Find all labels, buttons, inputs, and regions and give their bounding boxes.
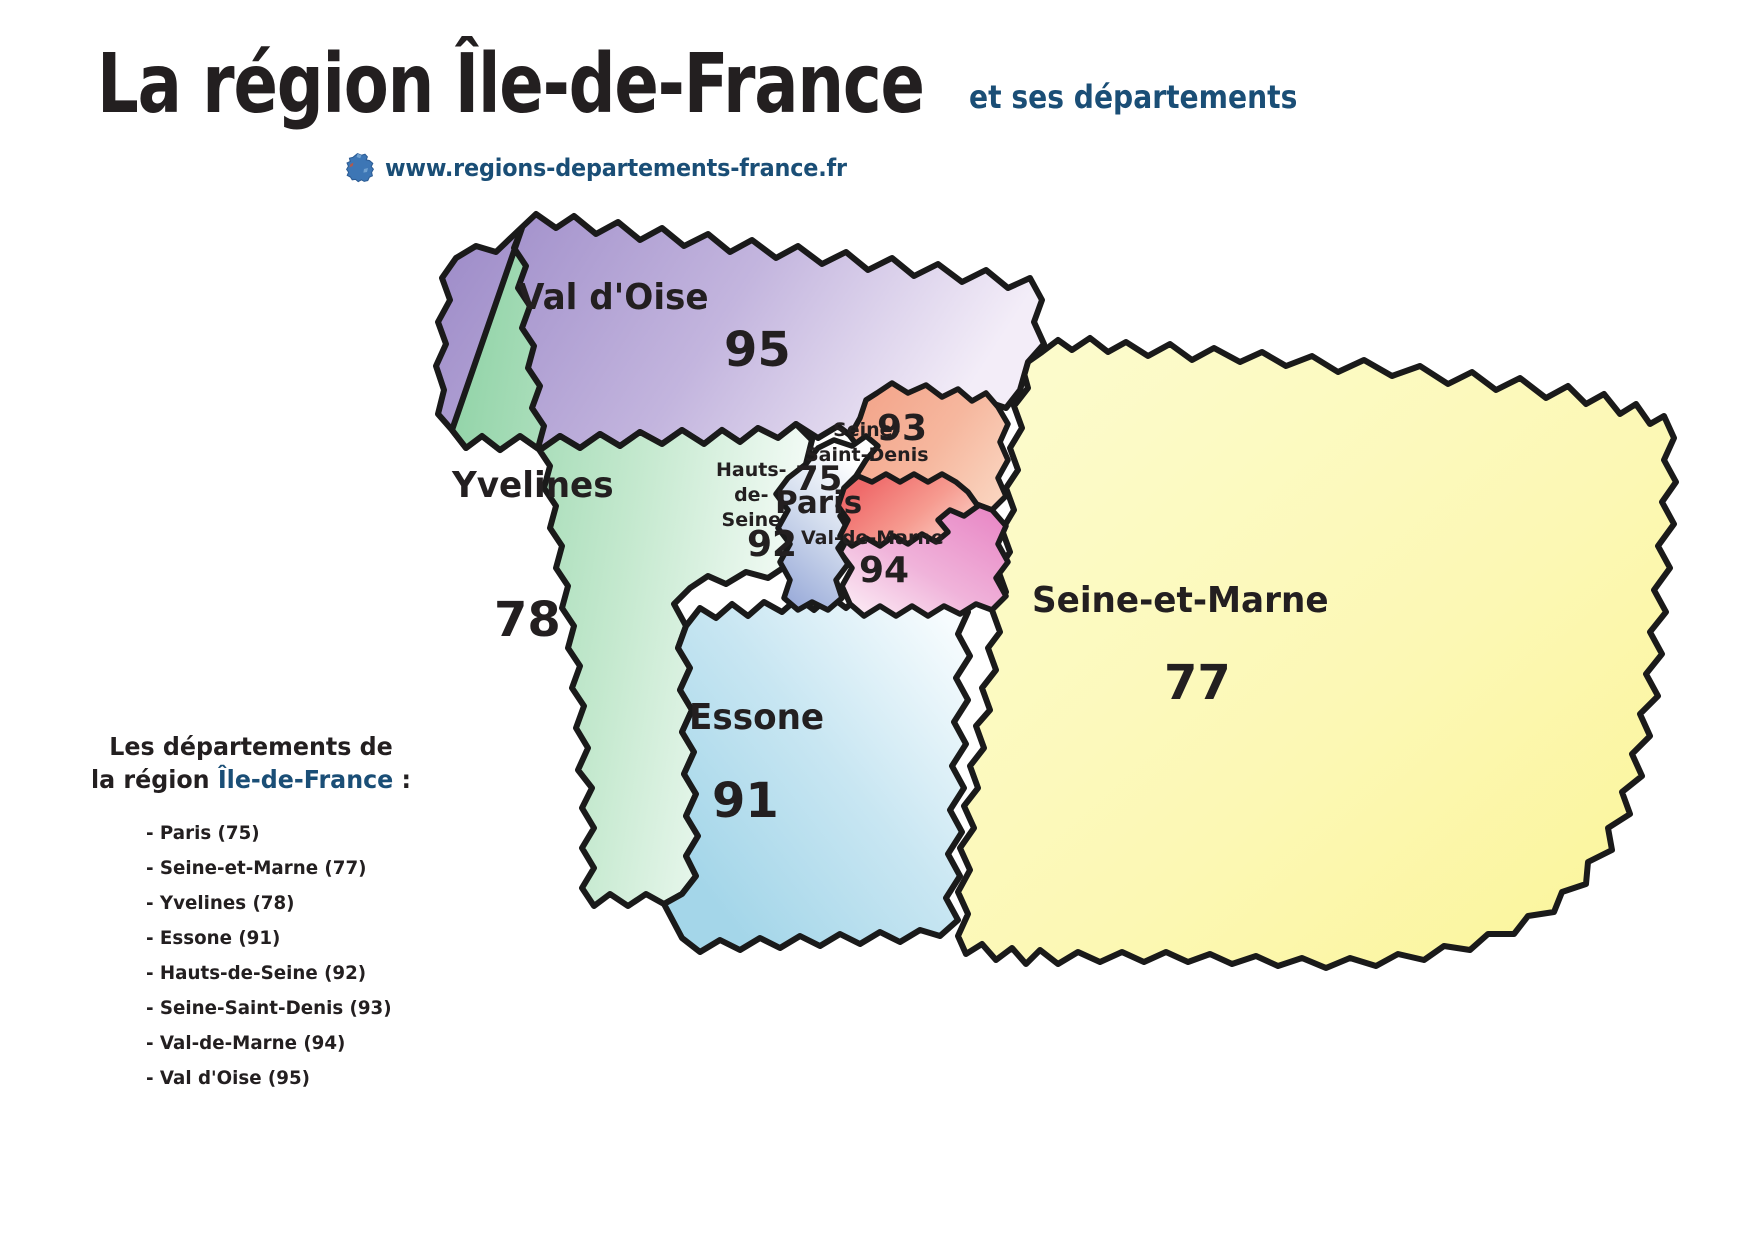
map-code-yvelines: 78 <box>494 592 561 648</box>
map-label-hauts-de-seine-line1: Hauts- <box>716 459 787 481</box>
title-row: La région Île-de-France et ses départeme… <box>97 42 1342 128</box>
map-label-seine-saint-denis-line2: Saint-Denis <box>805 444 929 466</box>
map-label-val-de-marne: Val-de-Marne <box>801 527 944 549</box>
france-map-icon <box>344 152 376 184</box>
page-title: La région Île-de-France <box>97 37 925 132</box>
legend-title-line2-prefix: la région <box>90 765 218 794</box>
legend-title-line2-suffix: : <box>393 765 412 794</box>
map-label-seine-et-marne: Seine-et-Marne <box>1032 580 1329 621</box>
map-code-seine-et-marne: 77 <box>1164 655 1231 711</box>
map-label-essone: Essone <box>689 697 825 738</box>
map-label-paris: Paris <box>775 485 863 521</box>
map-code-paris: 75 <box>795 459 843 499</box>
dept-shape-seine-et-marne[interactable] <box>955 335 1679 971</box>
list-item[interactable]: - Hauts-de-Seine (92) <box>146 962 367 984</box>
legend-title-highlight: Île-de-France <box>217 765 394 794</box>
map-label-seine-saint-denis: Seine- Saint-Denis <box>805 418 929 468</box>
map-label-seine-saint-denis-line1: Seine- <box>833 419 901 441</box>
legend: Les départements de la région Île-de-Fra… <box>80 730 510 1096</box>
page-header: La région Île-de-France et ses départeme… <box>0 0 1754 200</box>
legend-title: Les départements de la région Île-de-Fra… <box>80 730 422 796</box>
map-label-hauts-de-seine-line3: Seine <box>721 509 782 531</box>
map-code-val-de-marne: 94 <box>859 550 910 591</box>
list-item[interactable]: - Val-de-Marne (94) <box>146 1032 346 1054</box>
legend-title-line1: Les départements de <box>109 732 393 761</box>
map-label-hauts-de-seine-line2: de- <box>734 484 769 506</box>
map-label-yvelines: Yvelines <box>452 465 614 506</box>
map-label-val-doise: Val d'Oise <box>518 277 709 318</box>
map-code-val-doise: 95 <box>724 322 791 378</box>
list-item[interactable]: - Seine-Saint-Denis (93) <box>146 997 392 1019</box>
list-item[interactable]: - Yvelines (78) <box>146 892 295 914</box>
legend-department-list: - Paris (75) - Seine-et-Marne (77) - Yve… <box>80 816 510 1096</box>
map-code-hauts-de-seine: 92 <box>747 524 798 565</box>
website-url-row[interactable]: www.regions-departements-france.fr <box>344 152 882 184</box>
list-item[interactable]: - Essone (91) <box>146 927 281 949</box>
page-subtitle: et ses départements <box>968 78 1297 116</box>
map-code-seine-saint-denis: 93 <box>877 408 928 449</box>
website-url-text[interactable]: www.regions-departements-france.fr <box>385 154 847 182</box>
dept-shape-essone[interactable] <box>661 587 973 955</box>
map-label-hauts-de-seine: Hauts- de- Seine <box>716 458 787 533</box>
list-item[interactable]: - Seine-et-Marne (77) <box>146 857 367 879</box>
map-code-essone: 91 <box>712 773 779 829</box>
list-item[interactable]: - Val d'Oise (95) <box>146 1067 310 1089</box>
list-item[interactable]: - Paris (75) <box>146 822 260 844</box>
